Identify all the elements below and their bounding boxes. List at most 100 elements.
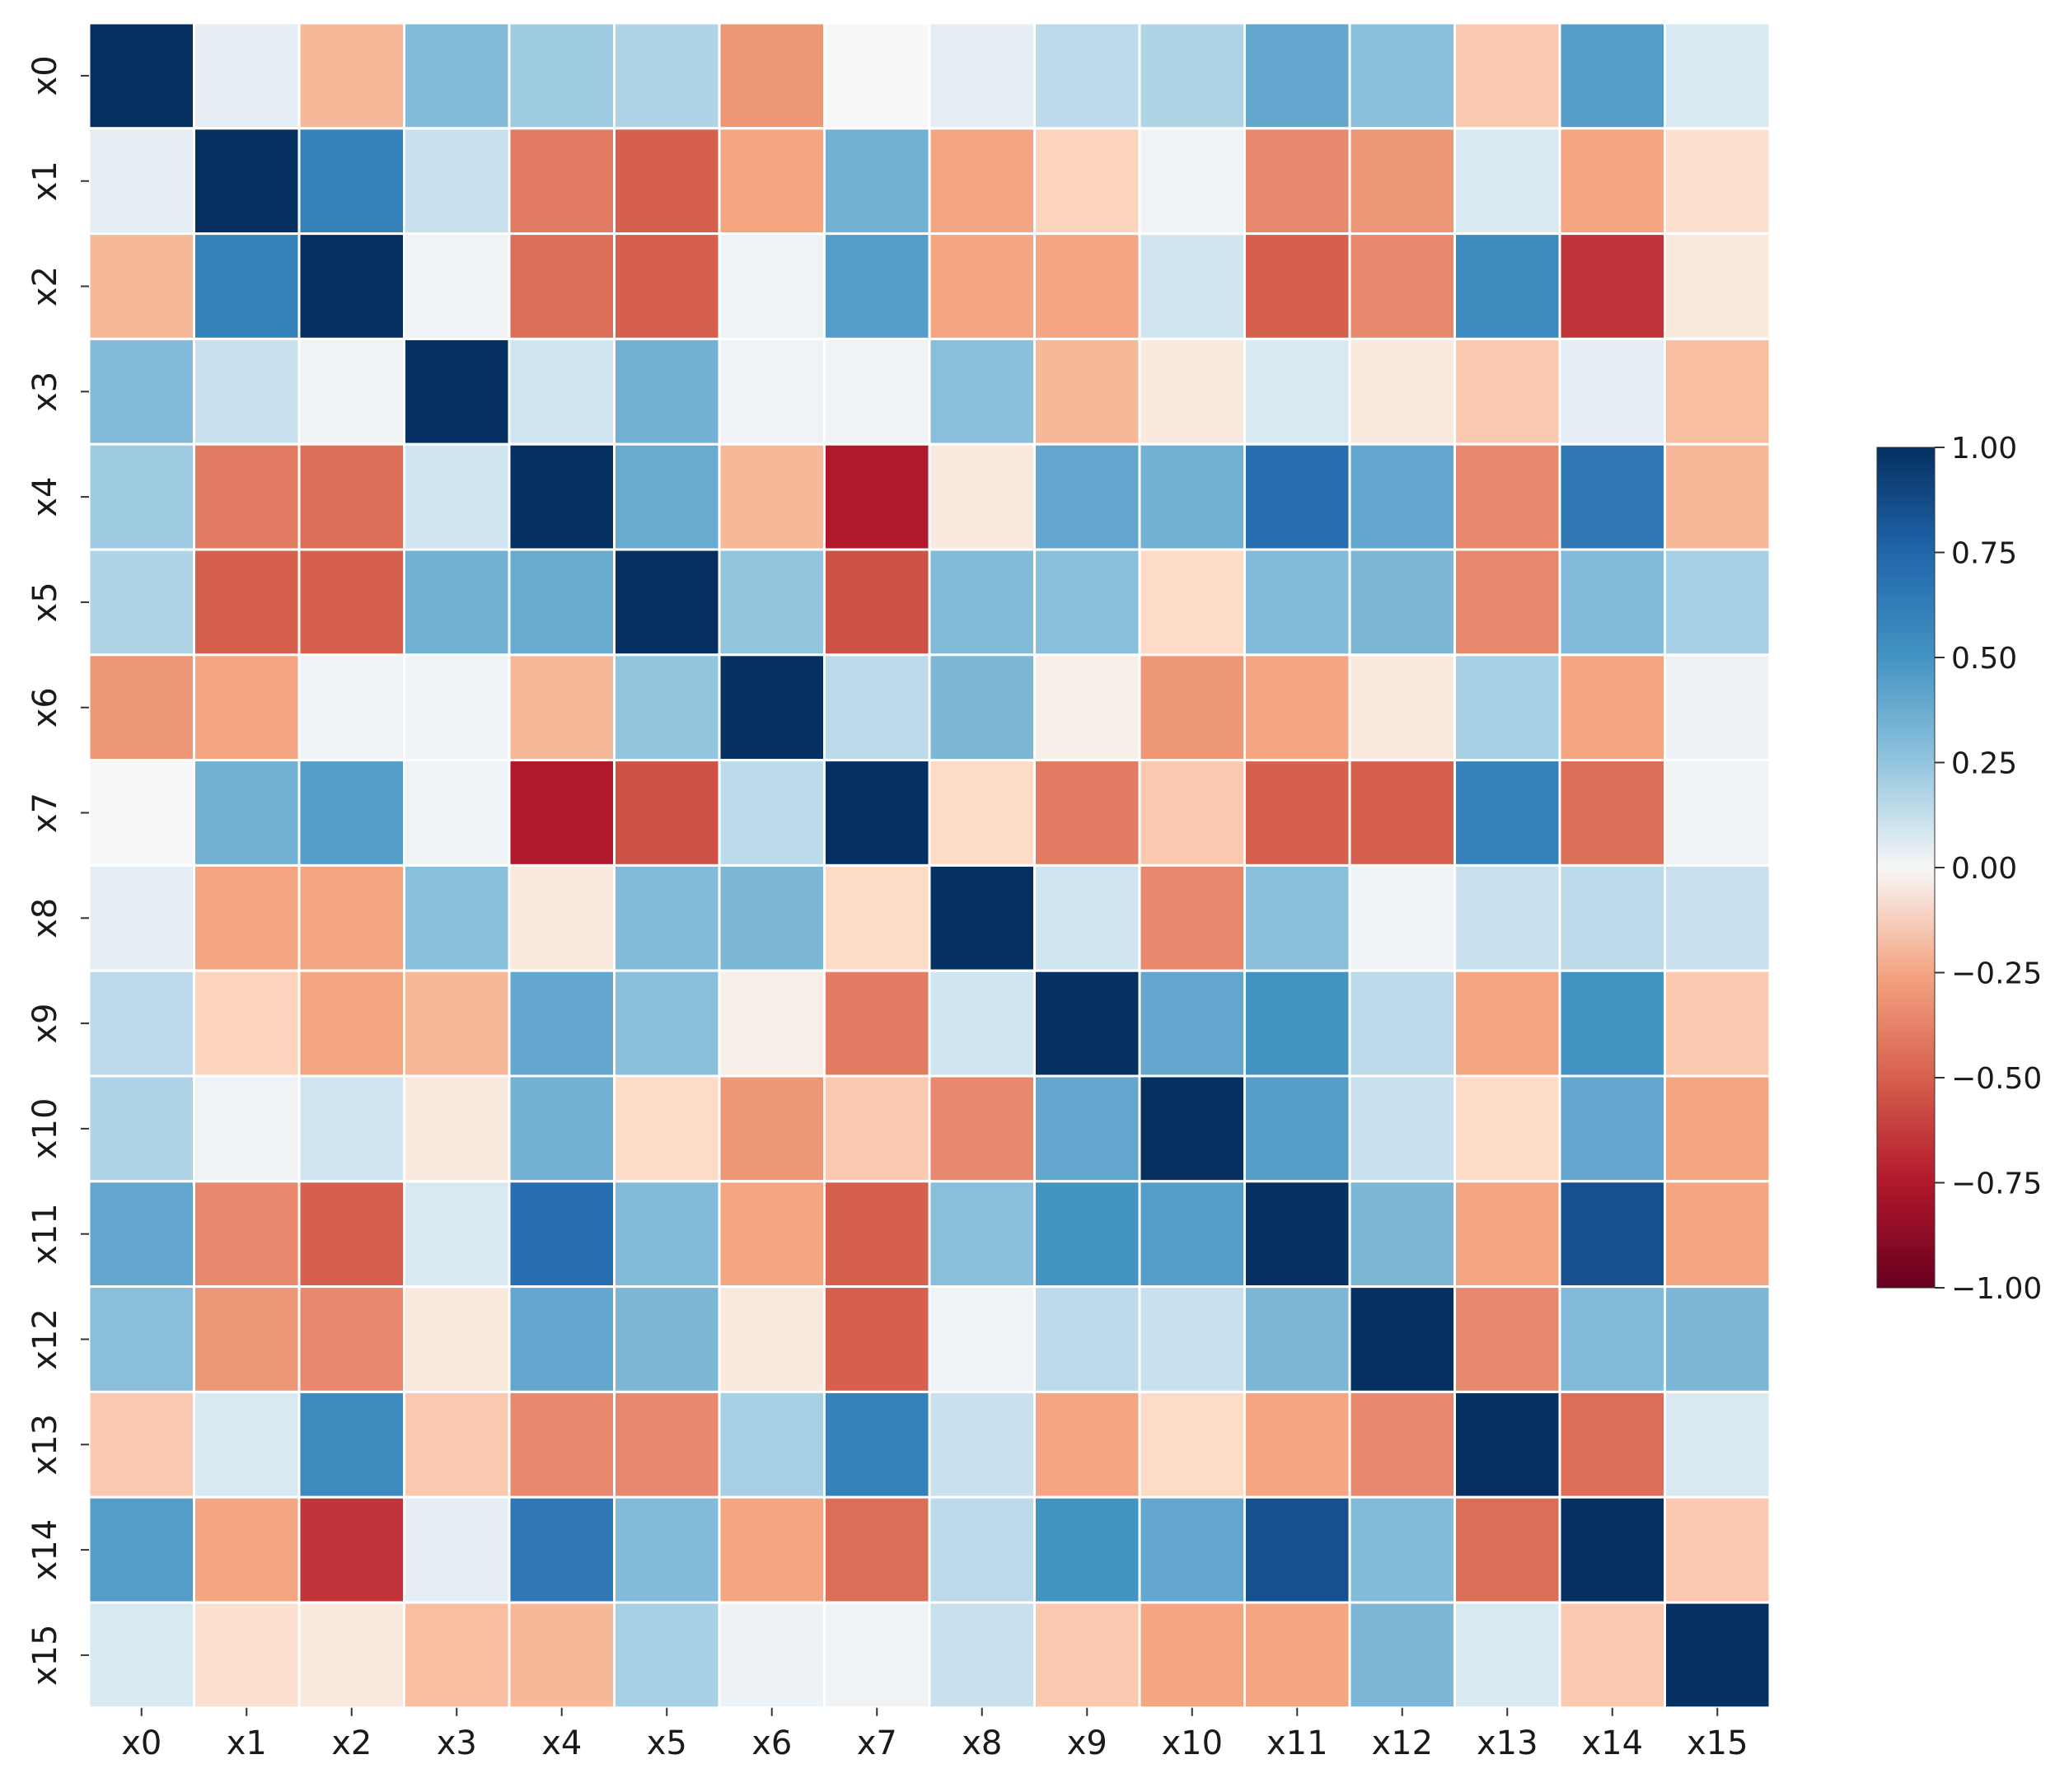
y-tick-label: x15 (26, 1625, 64, 1687)
x-tick-label: x0 (121, 1724, 161, 1762)
heatmap-cell-x3-x2 (297, 337, 405, 446)
heatmap-cell-x14-x7 (823, 1495, 931, 1604)
heatmap-cell-x15-x2 (297, 1601, 405, 1710)
heatmap-cell-x9-x14 (1558, 969, 1666, 1078)
heatmap-cell-x6-x15 (1664, 653, 1772, 762)
heatmap-cell-x3-x11 (1243, 337, 1351, 446)
heatmap-cell-x3-x15 (1664, 337, 1772, 446)
heatmap-cell-x10-x1 (193, 1074, 301, 1183)
heatmap-cell-x7-x9 (1033, 759, 1141, 867)
heatmap-cell-x12-x1 (193, 1285, 301, 1393)
heatmap-cell-x9-x7 (823, 969, 931, 1078)
heatmap-cell-x4-x4 (508, 442, 616, 551)
heatmap-cell-x9-x12 (1348, 969, 1456, 1078)
heatmap-cell-x13-x11 (1243, 1390, 1351, 1499)
heatmap-cell-x15-x0 (87, 1601, 195, 1710)
heatmap-cell-x6-x13 (1453, 653, 1561, 762)
heatmap-cell-x14-x1 (193, 1495, 301, 1604)
heatmap-cell-x0-x10 (1138, 21, 1246, 130)
heatmap-cell-x0-x14 (1558, 21, 1666, 130)
heatmap-cell-x12-x13 (1453, 1285, 1561, 1393)
heatmap-cell-x12-x9 (1033, 1285, 1141, 1393)
heatmap-cell-x10-x9 (1033, 1074, 1141, 1183)
heatmap-cell-x4-x15 (1664, 442, 1772, 551)
heatmap-cell-x6-x5 (613, 653, 721, 762)
heatmap-cell-x2-x2 (297, 232, 405, 340)
heatmap-cell-x15-x12 (1348, 1601, 1456, 1710)
heatmap-cell-x11-x10 (1138, 1180, 1246, 1289)
heatmap-cell-x3-x10 (1138, 337, 1246, 446)
heatmap-cell-x3-x3 (403, 337, 511, 446)
heatmap-cell-x11-x6 (718, 1180, 826, 1289)
heatmap-cell-x2-x5 (613, 232, 721, 340)
heatmap-cell-x9-x5 (613, 969, 721, 1078)
heatmap-cell-x7-x6 (718, 759, 826, 867)
heatmap-cell-x8-x1 (193, 863, 301, 972)
heatmap-cell-x1-x7 (823, 127, 931, 236)
heatmap-cell-x13-x13 (1453, 1390, 1561, 1499)
heatmap-cell-x11-x3 (403, 1180, 511, 1289)
heatmap-cell-x4-x2 (297, 442, 405, 551)
heatmap-cell-x2-x12 (1348, 232, 1456, 340)
x-tick-label: x9 (1067, 1724, 1107, 1762)
colorbar: 1.00 0.75 0.50 0.25 0.00 −0.25 −0.50 −0.75 −1.00 (1876, 432, 2042, 1306)
heatmap-cell-x7-x10 (1138, 759, 1246, 867)
heatmap-cell-x0-x5 (613, 21, 721, 130)
heatmap-cell-x7-x2 (297, 759, 405, 867)
x-tick-label: x15 (1687, 1724, 1748, 1762)
heatmap-cell-x8-x14 (1558, 863, 1666, 972)
colorbar-tick-label: −0.50 (1951, 1062, 2042, 1096)
colorbar-tick-label: 0.00 (1951, 852, 2017, 886)
heatmap-cell-x9-x3 (403, 969, 511, 1078)
heatmap-cell-x2-x11 (1243, 232, 1351, 340)
heatmap-cell-x2-x10 (1138, 232, 1246, 340)
colorbar-tick-label: 0.50 (1951, 642, 2017, 676)
y-tick-label: x10 (26, 1098, 64, 1160)
heatmap-cell-x10-x7 (823, 1074, 931, 1183)
y-tick-labels: x0 x1 x2 x3 x4 x5 x6 x7 x8 x9 x10 x11 x12 x13 x14 x15 (26, 55, 89, 1686)
heatmap-cell-x7-x12 (1348, 759, 1456, 867)
heatmap-cell-x8-x12 (1348, 863, 1456, 972)
heatmap-cell-x6-x7 (823, 653, 931, 762)
heatmap-cell-x6-x4 (508, 653, 616, 762)
y-tick-label: x1 (26, 161, 64, 201)
x-tick-label: x2 (331, 1724, 372, 1762)
heatmap-cell-x10-x15 (1664, 1074, 1772, 1183)
heatmap-cell-x1-x4 (508, 127, 616, 236)
heatmap-cell-x3-x7 (823, 337, 931, 446)
heatmap-cell-x11-x12 (1348, 1180, 1456, 1289)
heatmap-cell-x14-x0 (87, 1495, 195, 1604)
y-tick-label: x13 (26, 1414, 64, 1476)
heatmap-cell-x9-x2 (297, 969, 405, 1078)
heatmap-cell-x8-x6 (718, 863, 826, 972)
heatmap-cell-x5-x9 (1033, 548, 1141, 657)
heatmap-cell-x9-x1 (193, 969, 301, 1078)
heatmap-cell-x0-x2 (297, 21, 405, 130)
heatmap-cell-x14-x15 (1664, 1495, 1772, 1604)
x-tick-label: x11 (1266, 1724, 1328, 1762)
heatmap-cell-x11-x5 (613, 1180, 721, 1289)
heatmap-cell-x13-x9 (1033, 1390, 1141, 1499)
heatmap-cell-x10-x0 (87, 1074, 195, 1183)
heatmap-cell-x10-x6 (718, 1074, 826, 1183)
x-tick-label: x3 (437, 1724, 477, 1762)
heatmap-cell-x13-x6 (718, 1390, 826, 1499)
heatmap-cell-x12-x12 (1348, 1285, 1456, 1393)
y-tick-label: x7 (26, 793, 64, 833)
heatmap-cell-x15-x15 (1664, 1601, 1772, 1710)
heatmap-cell-x11-x4 (508, 1180, 616, 1289)
heatmap-cell-x2-x0 (87, 232, 195, 340)
colorbar-tick-label: −1.00 (1951, 1272, 2042, 1306)
heatmap-cell-x12-x2 (297, 1285, 405, 1393)
heatmap-cell-x2-x15 (1664, 232, 1772, 340)
heatmap-cell-x5-x3 (403, 548, 511, 657)
heatmap-cell-x2-x1 (193, 232, 301, 340)
heatmap-cell-x6-x10 (1138, 653, 1246, 762)
heatmap-cell-x3-x6 (718, 337, 826, 446)
heatmap-cell-x2-x14 (1558, 232, 1666, 340)
heatmap-cell-x13-x1 (193, 1390, 301, 1499)
heatmap-cell-x9-x4 (508, 969, 616, 1078)
colorbar-tick-label: 1.00 (1951, 432, 2017, 466)
heatmap-cell-x12-x3 (403, 1285, 511, 1393)
